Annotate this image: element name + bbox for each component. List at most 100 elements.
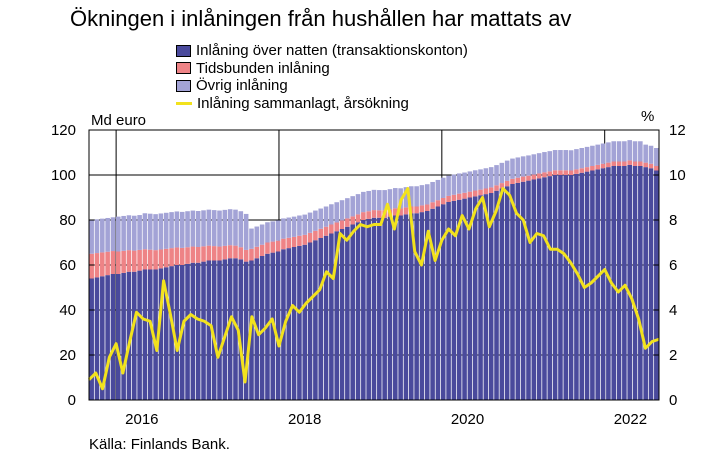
bar-segment [307, 232, 313, 243]
right-axis-unit: % [641, 108, 655, 125]
bar-segment [323, 226, 329, 236]
bar-segment [478, 195, 483, 400]
chart-title: Ökningen i inlåningen från hushållen har… [70, 6, 572, 31]
bar-segment [110, 274, 116, 400]
bar-segment [627, 160, 632, 165]
bar-segment [366, 190, 371, 212]
bar-segment [345, 198, 350, 219]
bar-segment [355, 214, 361, 223]
bar-segment [542, 177, 547, 400]
bar-segment [227, 209, 233, 246]
bar-segment [451, 194, 457, 201]
bar-segment [462, 192, 467, 199]
bar-segment [286, 217, 292, 238]
bar-segment [568, 170, 574, 175]
bar-segment [558, 175, 563, 400]
bar-segment [579, 148, 585, 169]
bar-segment [201, 246, 206, 262]
bar-segment [126, 250, 132, 272]
bar-segment [398, 215, 403, 400]
bar-segment [110, 217, 116, 252]
bar-segment [526, 180, 531, 401]
bar-segment [121, 272, 126, 401]
bar-segment [297, 245, 302, 401]
bar-segment [169, 248, 174, 267]
bar-segment [382, 217, 387, 400]
bar-segment [361, 212, 366, 221]
y-left-tick-label: 60 [59, 257, 76, 274]
bar-segment [579, 168, 585, 173]
bar-segment [339, 229, 345, 400]
bar-segment [131, 271, 137, 400]
bar-segment [169, 212, 174, 249]
left-axis-unit: Md euro [91, 112, 147, 129]
bar-segment [275, 240, 281, 252]
bar-segment [318, 238, 324, 400]
bar-segment [371, 217, 377, 400]
bar-segment [275, 220, 281, 241]
y-right-tick-label: 12 [669, 122, 686, 139]
bar-segment [227, 245, 233, 259]
bar-segment [558, 170, 563, 175]
bar-segment [638, 166, 643, 400]
bar-segment [201, 261, 206, 401]
bar-segment [323, 206, 329, 227]
bar-segment [632, 161, 638, 166]
bar-segment [472, 170, 478, 191]
bar-segment [163, 267, 169, 400]
bar-segment [259, 256, 265, 400]
bar-segment [318, 228, 324, 238]
bar-segment [595, 144, 601, 165]
bar-segment [622, 166, 627, 400]
bar-segment [504, 160, 510, 181]
bar-segment [419, 185, 425, 206]
bar-segment [446, 175, 451, 196]
legend-item-overnight: Inlåning över natten (transaktionskonton… [176, 42, 468, 60]
bar-segment [547, 151, 553, 172]
bar-segment [595, 164, 601, 170]
bar-segment [456, 193, 462, 200]
bar-segment [547, 171, 553, 177]
bar-segment [515, 177, 521, 183]
bar-segment [371, 210, 377, 218]
bar-segment [174, 265, 180, 400]
bar-segment [217, 210, 222, 247]
bar-segment [414, 206, 419, 214]
bar-segment [185, 211, 190, 248]
bar-segment [377, 217, 382, 400]
bar-segment [254, 246, 260, 259]
legend: Inlåning över natten (transaktionskonton… [176, 42, 468, 112]
bar-segment [430, 208, 435, 400]
bar-segment [590, 170, 595, 400]
bar-segment [456, 173, 462, 194]
bar-segment [488, 167, 494, 188]
bar-segment [542, 152, 547, 173]
y-right-tick-label: 10 [669, 167, 686, 184]
bar-segment [419, 212, 425, 401]
bar-segment [440, 204, 446, 400]
bar-segment [483, 194, 489, 401]
legend-item-term: Tidsbunden inlåning [176, 60, 468, 78]
bar-segment [89, 253, 94, 279]
y-right-tick-label: 0 [669, 392, 677, 409]
bar-segment [126, 271, 132, 400]
x-tick-label: 2018 [288, 411, 321, 428]
bar-segment [313, 230, 318, 241]
bar-segment [259, 244, 265, 256]
bar-segment [414, 186, 419, 207]
bar-segment [510, 158, 515, 179]
bar-segment [446, 195, 451, 202]
bar-segment [451, 200, 457, 401]
bar-segment [222, 259, 228, 401]
y-right-tick-label: 2 [669, 347, 677, 364]
bar-segment [153, 250, 158, 270]
bar-segment [297, 215, 302, 236]
bar-segment [499, 188, 505, 400]
bar-segment [563, 175, 569, 400]
bar-segment [494, 190, 499, 400]
bar-segment [355, 194, 361, 215]
bar-segment [542, 172, 547, 178]
x-tick-label: 2020 [451, 411, 484, 428]
growth-line [87, 187, 660, 391]
bar-segment [648, 163, 654, 169]
